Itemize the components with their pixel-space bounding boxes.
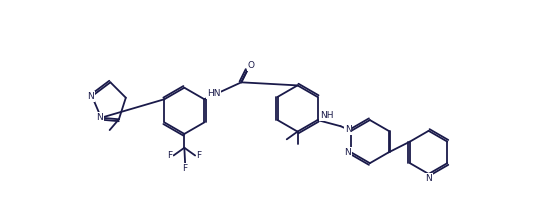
- Text: O: O: [248, 61, 255, 70]
- Text: N: N: [345, 125, 352, 134]
- Text: NH: NH: [320, 111, 333, 120]
- Text: N: N: [425, 174, 432, 183]
- Text: HN: HN: [207, 89, 220, 98]
- Text: N: N: [96, 113, 103, 122]
- Text: F: F: [167, 151, 172, 160]
- Text: F: F: [183, 164, 188, 173]
- Text: N: N: [344, 148, 351, 157]
- Text: N: N: [87, 92, 94, 101]
- Text: F: F: [197, 151, 201, 160]
